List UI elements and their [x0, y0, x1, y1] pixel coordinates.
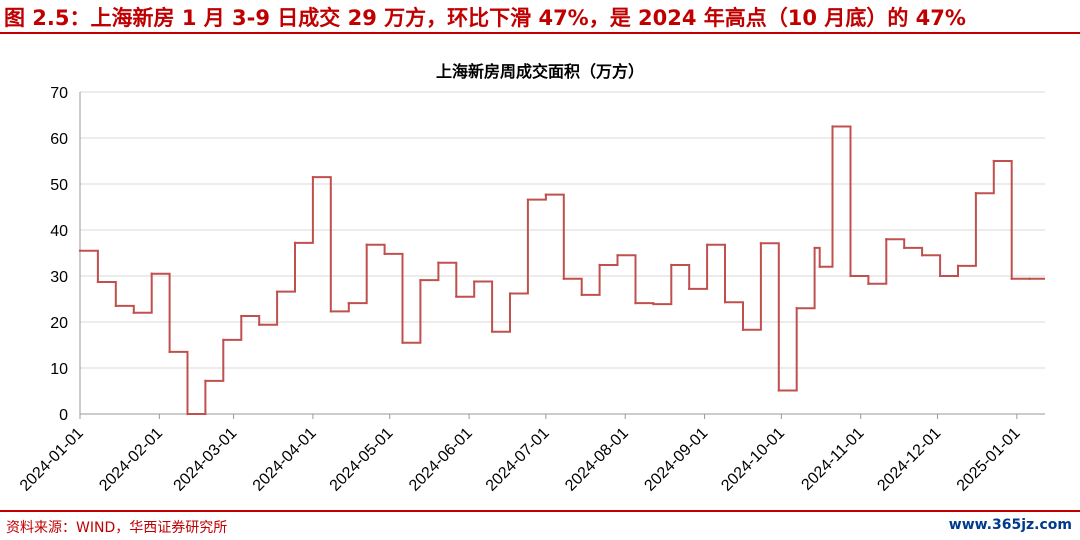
x-axis-ticks: 2024-01-01 2024-02-01 2024-03-01 2024-04-01… [17, 425, 1024, 495]
data-point [544, 193, 548, 196]
x-tick-label: 2024-02-01 [96, 425, 166, 495]
x-tick-label: 2024-08-01 [562, 425, 632, 495]
data-point [455, 295, 458, 298]
data-point [168, 350, 171, 354]
x-tick-label: 2024-01-01 [17, 425, 87, 495]
chart-title: 上海新房周成交面积（万方） [435, 62, 644, 81]
data-point [670, 263, 673, 267]
x-tick-label: 2024-07-01 [483, 425, 553, 495]
data-point [818, 265, 821, 268]
data-point [992, 159, 996, 163]
y-tick-label: 10 [50, 361, 68, 378]
x-tick-label: 2024-05-01 [327, 425, 397, 495]
data-point [240, 314, 243, 318]
data-point [580, 293, 583, 297]
series-area [78, 125, 1045, 416]
x-tick-label: 2024-10-01 [718, 425, 788, 495]
data-point [705, 243, 709, 246]
x-tick-label: 2024-11-01 [798, 425, 867, 494]
data-point [1010, 277, 1013, 280]
data-point [293, 241, 297, 245]
data-point [508, 292, 512, 295]
data-point [329, 310, 333, 313]
y-tick-label: 30 [50, 269, 68, 286]
data-point [903, 246, 906, 250]
data-point [759, 242, 763, 245]
data-point [114, 304, 118, 308]
data-point [867, 282, 870, 286]
data-point [490, 330, 494, 333]
data-point [347, 301, 350, 305]
data-point [795, 307, 798, 310]
x-tick-label: 2024-12-01 [874, 425, 944, 495]
data-point [437, 261, 440, 264]
x-tick-label: 2024-09-01 [641, 425, 711, 495]
data-point [150, 272, 153, 275]
figure-title: 图 2.5：上海新房 1 月 3-9 日成交 29 万方，环比下滑 47%，是 … [4, 6, 966, 30]
y-tick-label: 40 [50, 223, 68, 240]
data-point [96, 280, 100, 284]
footer-divider [0, 510, 1080, 512]
source-note: 资料来源：WIND，华西证券研究所 [6, 520, 228, 536]
data-point [401, 341, 404, 344]
data-point [849, 274, 852, 278]
data-point [652, 302, 655, 306]
data-point [938, 274, 942, 278]
y-tick-label: 0 [59, 407, 68, 424]
data-point [777, 389, 780, 392]
data-point [813, 246, 816, 250]
data-point [562, 277, 565, 280]
data-point [365, 243, 368, 246]
y-tick-label: 70 [50, 85, 68, 102]
data-point [132, 311, 135, 314]
data-point [920, 254, 924, 257]
data-point [885, 238, 888, 241]
y-tick-label: 60 [50, 131, 68, 148]
data-point [723, 301, 727, 304]
gridlines [80, 91, 1045, 369]
data-point [311, 175, 315, 179]
data-point [688, 287, 691, 291]
data-point [383, 252, 386, 256]
data-point [831, 125, 834, 128]
data-point [1028, 277, 1031, 280]
data-point [186, 412, 189, 416]
x-tick-label: 2024-03-01 [171, 425, 241, 495]
x-tick-label: 2024-04-01 [250, 425, 320, 495]
y-tick-label: 20 [50, 315, 68, 332]
data-point [257, 323, 261, 326]
data-point [598, 263, 601, 267]
data-point [616, 254, 619, 257]
data-point [526, 198, 530, 201]
data-point [956, 264, 960, 268]
y-axis-ticks: 0 10 20 30 40 50 60 70 [50, 85, 68, 424]
title-divider [0, 32, 1080, 34]
data-point [204, 379, 207, 383]
y-tick-label: 50 [50, 177, 68, 194]
watermark: www.365jz.com [948, 517, 1072, 533]
data-point [275, 290, 279, 293]
series-line [80, 125, 1045, 415]
data-point [974, 192, 978, 195]
data-point [419, 278, 422, 282]
axes [79, 92, 1045, 419]
data-point [634, 301, 637, 305]
data-point [222, 338, 225, 342]
x-tick-label: 2024-06-01 [406, 425, 476, 495]
data-point [472, 280, 476, 283]
data-point [741, 328, 745, 332]
x-tick-label: 2025-01-01 [954, 425, 1024, 495]
data-point [78, 249, 82, 252]
